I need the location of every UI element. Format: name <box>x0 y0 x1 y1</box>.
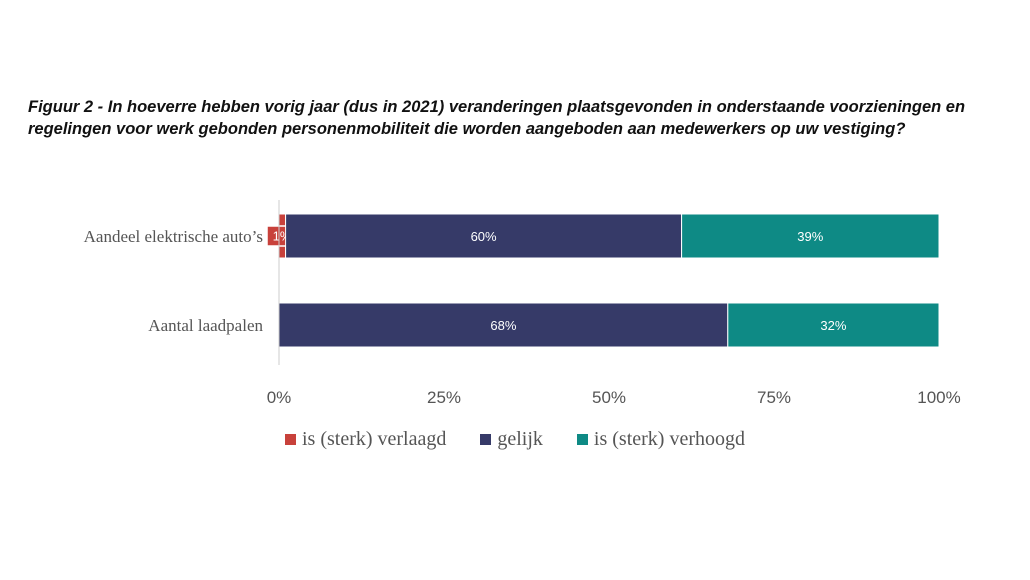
data-label: 60% <box>471 229 497 244</box>
legend-swatch <box>480 434 492 445</box>
category-labels: Aandeel elektrische auto’s Aantal laadpal… <box>84 227 264 335</box>
data-label: 68% <box>490 318 516 333</box>
x-tick-label: 100% <box>917 388 960 407</box>
category-label: Aantal laadpalen <box>148 316 263 335</box>
legend-swatch <box>284 434 296 445</box>
legend-item: is (sterk) verhoogd <box>576 428 745 451</box>
x-tick-label: 75% <box>757 388 791 407</box>
legend: is (sterk) verlaagd gelijk is (sterk) verh… <box>0 428 1030 451</box>
category-label: Aandeel elektrische auto’s <box>84 227 263 246</box>
x-tick-label: 50% <box>592 388 626 407</box>
chart-title: Figuur 2 - In hoeverre hebben vorig jaar… <box>28 98 966 138</box>
data-label: 39% <box>797 229 823 244</box>
legend-label: is (sterk) verhoogd <box>593 428 745 450</box>
data-label: 32% <box>820 318 846 333</box>
legend-label: is (sterk) verlaagd <box>301 428 447 450</box>
x-tick-label: 25% <box>427 388 461 407</box>
bar-segment <box>727 302 940 348</box>
bar-segment <box>285 213 683 259</box>
x-tick-label: 0% <box>267 388 292 407</box>
bar-segment <box>681 213 940 259</box>
bars: 1% 60% 39%68% 32% <box>266 213 940 348</box>
legend-item: is (sterk) verlaagd <box>284 428 447 451</box>
x-axis-ticks: 0% 25% 50% 75% 100% <box>267 200 961 407</box>
legend-item: gelijk <box>480 428 543 451</box>
legend-swatch <box>576 434 588 445</box>
legend-label: gelijk <box>497 428 543 450</box>
